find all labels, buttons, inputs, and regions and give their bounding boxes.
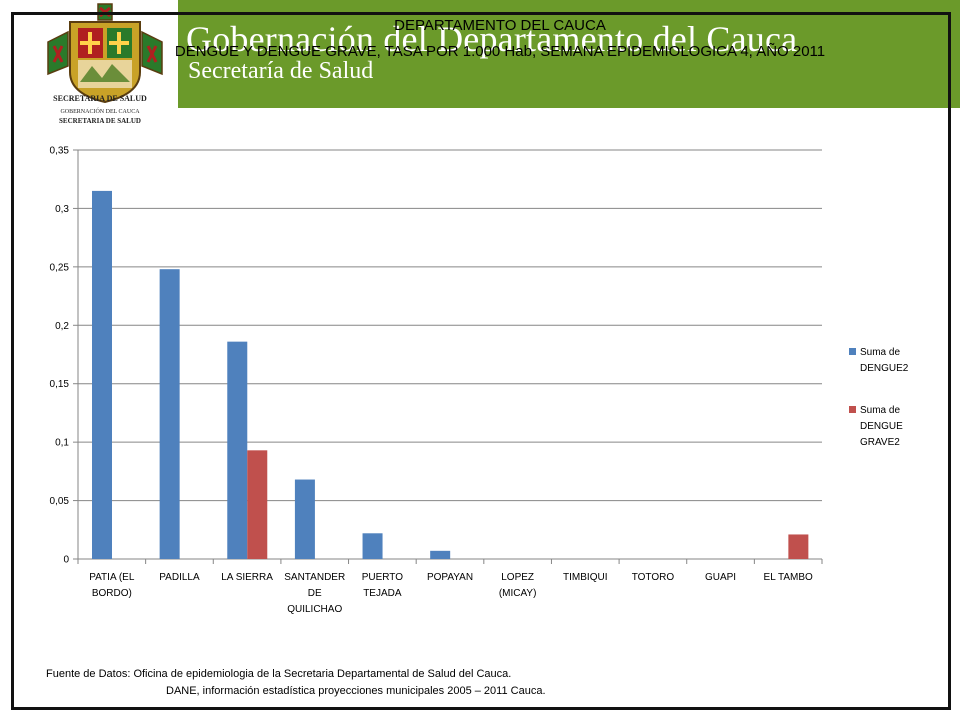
y-tick-label: 0,05 bbox=[50, 496, 70, 507]
category-label: TIMBIQUI bbox=[563, 572, 607, 583]
category-label: SANTANDER bbox=[284, 572, 345, 583]
category-label: BORDO) bbox=[92, 588, 132, 599]
chart-title-line-1: DEPARTAMENTO DEL CAUCA bbox=[394, 17, 606, 34]
category-label: LA SIERRA bbox=[221, 572, 273, 583]
y-tick-label: 0,35 bbox=[50, 146, 70, 157]
bar-series-1 bbox=[227, 341, 248, 559]
bar-series-1 bbox=[159, 269, 180, 559]
logo-caption-small: GOBERNACIÓN DEL CAUCA bbox=[60, 109, 140, 115]
bar-series-1 bbox=[294, 479, 315, 559]
chart-title-line-2: DENGUE Y DENGUE GRAVE, TASA POR 1.000 Ha… bbox=[174, 43, 826, 60]
legend-label: Suma de bbox=[860, 347, 900, 358]
category-label: (MICAY) bbox=[499, 588, 537, 599]
legend-swatch bbox=[849, 348, 856, 355]
bar-series-1 bbox=[92, 190, 112, 559]
legend-label: DENGUE bbox=[860, 421, 903, 432]
category-label: PADILLA bbox=[159, 572, 200, 583]
header-organization: Gobernación del Departamento del Cauca bbox=[186, 19, 798, 59]
y-tick-label: 0 bbox=[63, 555, 69, 566]
bar-series-1 bbox=[430, 550, 451, 559]
category-label: POPAYAN bbox=[427, 572, 473, 583]
y-tick-label: 0,1 bbox=[55, 438, 69, 449]
legend-label: DENGUE2 bbox=[860, 363, 909, 374]
category-label: QUILICHAO bbox=[287, 604, 342, 615]
source-line-2: DANE, información estadística proyeccion… bbox=[166, 685, 546, 697]
source-line-1: Fuente de Datos: Oficina de epidemiologi… bbox=[46, 668, 512, 680]
legend-swatch bbox=[849, 406, 856, 413]
coat-of-arms-logo bbox=[47, 3, 163, 104]
category-label: LOPEZ bbox=[501, 572, 534, 583]
y-tick-label: 0,3 bbox=[55, 204, 69, 215]
legend-label: GRAVE2 bbox=[860, 437, 900, 448]
legend-label: Suma de bbox=[860, 405, 900, 416]
y-tick-label: 0,25 bbox=[50, 262, 70, 273]
category-label: TOTORO bbox=[632, 572, 675, 583]
header-subtitle: Secretaría de Salud bbox=[188, 58, 374, 84]
slide-frame bbox=[11, 12, 951, 710]
category-label: PUERTO bbox=[362, 572, 404, 583]
bar-series-2 bbox=[788, 534, 809, 559]
bar-series-1 bbox=[362, 533, 383, 559]
bar-series-2 bbox=[247, 450, 268, 559]
category-label: EL TAMBO bbox=[764, 572, 813, 583]
logo-caption-secondary: SECRETARIA DE SALUD bbox=[59, 117, 141, 125]
category-label: GUAPI bbox=[705, 572, 736, 583]
category-label: DE bbox=[308, 588, 322, 599]
logo-caption: SECRETARIA DE SALUD bbox=[53, 94, 147, 103]
y-tick-label: 0,2 bbox=[55, 321, 69, 332]
category-label: PATIA (EL bbox=[89, 572, 135, 583]
y-tick-label: 0,15 bbox=[50, 379, 70, 390]
category-label: TEJADA bbox=[363, 588, 402, 599]
